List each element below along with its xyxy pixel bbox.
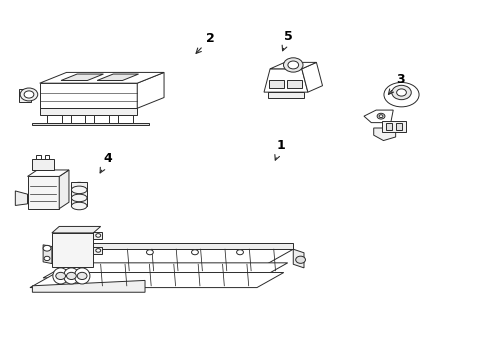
Ellipse shape (63, 268, 79, 284)
Text: 5: 5 (282, 30, 292, 51)
Polygon shape (43, 263, 287, 278)
Ellipse shape (71, 182, 87, 190)
Polygon shape (52, 226, 101, 233)
Circle shape (236, 250, 243, 255)
Circle shape (24, 91, 34, 98)
Bar (32, 159, 54, 170)
Polygon shape (88, 243, 293, 249)
Polygon shape (43, 245, 52, 264)
Bar (267, 92, 304, 98)
Circle shape (396, 89, 406, 96)
Bar (381, 121, 406, 132)
Ellipse shape (71, 202, 87, 210)
Circle shape (287, 61, 298, 69)
Bar (47, 115, 61, 123)
Polygon shape (301, 62, 322, 92)
Ellipse shape (71, 198, 87, 206)
Bar (268, 80, 283, 88)
Circle shape (20, 88, 38, 101)
Circle shape (56, 273, 65, 279)
Bar (94, 115, 109, 123)
Text: 1: 1 (274, 139, 285, 160)
Bar (19, 89, 31, 102)
Bar (40, 108, 137, 115)
Polygon shape (93, 247, 102, 254)
Ellipse shape (383, 82, 418, 107)
Polygon shape (264, 69, 307, 92)
Circle shape (96, 249, 101, 252)
Circle shape (376, 113, 384, 119)
Bar (71, 182, 87, 190)
Polygon shape (40, 83, 137, 108)
Bar (71, 190, 87, 198)
Polygon shape (269, 62, 316, 69)
Circle shape (391, 85, 410, 100)
Bar (287, 80, 302, 88)
Polygon shape (15, 191, 27, 206)
Ellipse shape (71, 190, 87, 198)
Bar (385, 123, 391, 130)
Circle shape (77, 273, 87, 279)
Polygon shape (137, 72, 163, 108)
Polygon shape (59, 170, 69, 209)
Ellipse shape (74, 268, 90, 284)
Circle shape (66, 273, 76, 279)
Circle shape (44, 256, 50, 261)
Bar (71, 115, 85, 123)
Polygon shape (40, 72, 163, 83)
Polygon shape (27, 170, 69, 176)
Polygon shape (373, 128, 395, 140)
Circle shape (283, 58, 303, 72)
Polygon shape (293, 249, 304, 268)
Ellipse shape (71, 186, 87, 194)
Polygon shape (363, 110, 392, 123)
Circle shape (43, 246, 51, 251)
Bar (52, 233, 93, 267)
Text: 4: 4 (100, 152, 112, 173)
Polygon shape (93, 232, 102, 239)
Polygon shape (61, 74, 103, 81)
Circle shape (191, 250, 198, 255)
Bar (27, 176, 59, 209)
Text: 3: 3 (387, 73, 404, 94)
Ellipse shape (53, 268, 68, 284)
Bar (395, 123, 401, 130)
Bar (32, 123, 149, 126)
Bar (36, 155, 41, 159)
Bar (118, 115, 132, 123)
Polygon shape (61, 249, 293, 264)
Bar (71, 198, 87, 206)
Text: 2: 2 (196, 32, 214, 53)
Circle shape (146, 250, 153, 255)
Polygon shape (97, 74, 138, 81)
Bar (44, 155, 49, 159)
Circle shape (96, 234, 101, 237)
Circle shape (378, 115, 382, 118)
Circle shape (295, 256, 305, 264)
Ellipse shape (71, 194, 87, 202)
Polygon shape (32, 280, 145, 292)
Polygon shape (30, 273, 283, 288)
